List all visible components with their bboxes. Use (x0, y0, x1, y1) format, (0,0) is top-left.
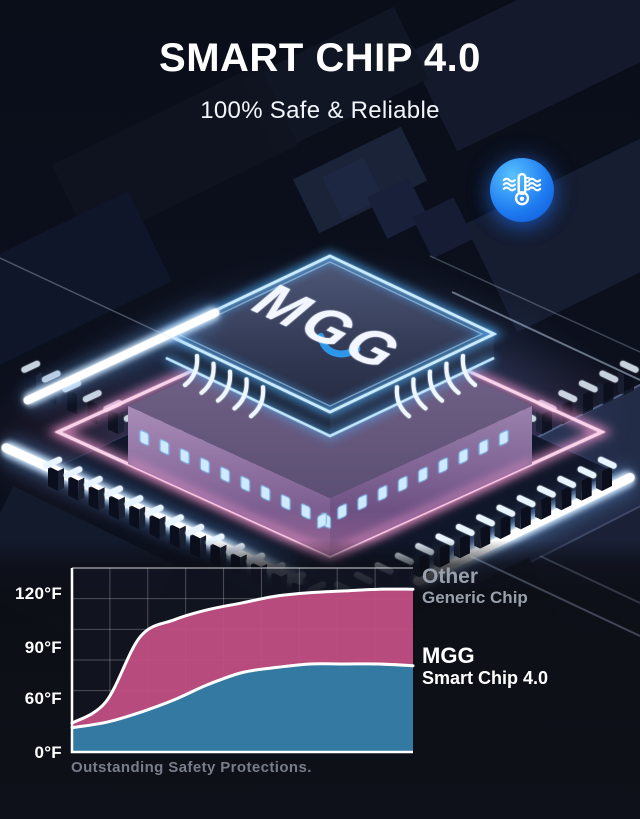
pcb-trace-lines (0, 255, 640, 381)
page-title: SMART CHIP 4.0 (159, 36, 481, 80)
series-area-mgg (72, 663, 413, 752)
legend-other-title: Other (422, 565, 479, 588)
ytick-120: 120°F (14, 584, 62, 603)
legend-mgg-subtitle: Smart Chip 4.0 (422, 668, 549, 688)
page-subtitle: 100% Safe & Reliable (200, 97, 440, 124)
ytick-60: 60°F (24, 689, 62, 708)
ytick-0: 0°F (34, 743, 62, 762)
footer-caption: Outstanding Safety Protections. (71, 759, 312, 776)
thermometer-badge (490, 158, 554, 222)
chart-axes (70, 568, 413, 754)
chip-logo-swoosh (317, 332, 361, 358)
ytick-90: 90°F (24, 638, 62, 657)
series-line-other (70, 587, 415, 725)
thermometer-icon (502, 172, 542, 206)
neon-bar-upper-left (22, 304, 220, 409)
legend-other-subtitle: Generic Chip (422, 588, 528, 607)
legend-trace-lines (469, 555, 640, 637)
legend-mgg-title: MGG (422, 643, 475, 668)
series-line-mgg (70, 662, 415, 730)
